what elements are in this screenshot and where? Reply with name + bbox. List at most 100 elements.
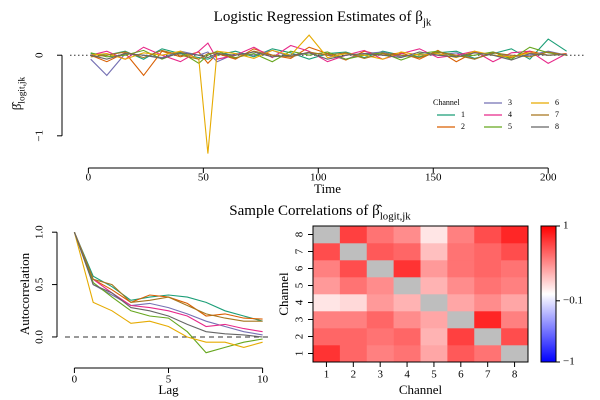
section-heading-subscript: logit,jk — [380, 211, 411, 223]
heatmap-cell — [393, 345, 421, 363]
heatmap-cell — [474, 277, 502, 295]
heatmap-cell — [313, 260, 341, 278]
heatmap-cell — [366, 311, 394, 329]
legend-label: 7 — [555, 110, 559, 119]
y-axis-label: Channel — [276, 272, 291, 316]
chart-title-main: Logistic Regression Estimates of β — [214, 9, 423, 25]
heatmap-cell — [366, 345, 394, 363]
na-cell — [339, 243, 368, 261]
colorbar-tick-label: 1 — [563, 220, 569, 232]
colorbar-tick-label: −1 — [563, 356, 575, 368]
chart-title-subscript: jk — [422, 17, 432, 29]
heatmap-cell — [393, 294, 421, 312]
y-axis-label-main: Autocorrelation — [17, 252, 32, 335]
heatmap-cell — [501, 311, 529, 329]
heatmap-cell — [501, 260, 529, 278]
x-tick-label: 0 — [72, 374, 78, 386]
x-tick-label: 5 — [166, 374, 172, 386]
y-tick-label: 4 — [294, 299, 306, 305]
heatmap-cell — [420, 226, 448, 244]
heatmap-cell — [366, 277, 394, 295]
na-cell — [447, 311, 475, 329]
heatmap-cell — [501, 277, 529, 295]
heatmap-cell — [393, 311, 421, 329]
y-tick-label: 0 — [34, 52, 46, 58]
y-tick-label: 5 — [294, 282, 306, 288]
heatmap-cell — [474, 260, 502, 278]
y-tick-label: 1 — [294, 351, 306, 357]
heatmap-cell — [339, 226, 368, 244]
series-line — [73, 231, 263, 333]
heatmap-cell — [313, 328, 341, 346]
heatmap-cell — [447, 345, 475, 363]
heatmap-cell — [339, 328, 368, 346]
legend-label: 5 — [508, 122, 512, 131]
x-tick-label: 7 — [485, 369, 491, 381]
y-tick-label: 6 — [294, 265, 306, 271]
heatmap-cell — [366, 328, 394, 346]
na-cell — [366, 260, 394, 278]
heatmap-cell — [393, 226, 421, 244]
heatmap-cell — [313, 277, 341, 295]
heatmap-cell — [339, 294, 368, 312]
heatmap-cell — [447, 243, 475, 261]
heatmap-cell — [313, 345, 341, 363]
legend-label: 2 — [461, 122, 465, 131]
heatmap-cell — [339, 345, 368, 363]
x-axis-label: Lag — [158, 382, 179, 397]
na-cell — [313, 226, 341, 244]
heatmap-cell — [447, 328, 475, 346]
heatmap-cell — [313, 294, 341, 312]
heatmap-cell — [447, 294, 475, 312]
heatmap-cell — [420, 260, 448, 278]
legend-label: 1 — [461, 110, 465, 119]
heatmap-cell — [420, 311, 448, 329]
y-tick-label: 0.0 — [34, 330, 46, 344]
heatmap-cell — [339, 277, 368, 295]
legend-label: 3 — [508, 98, 512, 107]
heatmap-cell — [366, 226, 394, 244]
y-axis-label: β̂logit,jk — [9, 76, 28, 110]
colorbar-tick-label: −0.1 — [563, 294, 583, 306]
legend-label: 4 — [508, 110, 512, 119]
x-tick-label: 3 — [377, 369, 383, 381]
heatmap-cell — [420, 345, 448, 363]
x-tick-label: 100 — [310, 172, 327, 184]
heatmap-cell — [313, 243, 341, 261]
y-tick-label: 1.0 — [34, 225, 46, 239]
heatmap-cell — [366, 294, 394, 312]
heatmap-cell — [501, 243, 529, 261]
legend-title: Channel — [433, 98, 460, 107]
heatmap-cell — [393, 328, 421, 346]
heatmap-cell — [366, 243, 394, 261]
y-tick-label: 7 — [294, 248, 306, 254]
heatmap-cell — [393, 260, 421, 278]
x-tick-label: 1 — [324, 369, 330, 381]
legend-label: 6 — [555, 98, 559, 107]
heatmap-cell — [447, 260, 475, 278]
x-tick-label: 5 — [431, 369, 437, 381]
colorbar — [540, 225, 557, 363]
y-axis-label: Autocorrelation — [17, 252, 32, 335]
heatmap-cell — [447, 277, 475, 295]
x-tick-label: 6 — [458, 369, 464, 381]
heatmap-cell — [501, 328, 529, 346]
series-line — [73, 231, 263, 322]
heatmap-cell — [474, 226, 502, 244]
y-tick-label: 2 — [294, 334, 306, 340]
heatmap-cell — [420, 243, 448, 261]
series-line — [73, 232, 263, 354]
x-tick-label: 2 — [351, 369, 357, 381]
x-tick-label: 200 — [540, 172, 557, 184]
series-line — [73, 232, 263, 338]
x-tick-label: 150 — [425, 172, 442, 184]
heatmap-cell — [501, 226, 529, 244]
na-cell — [393, 277, 421, 295]
series-line — [90, 49, 567, 60]
heatmap-cell — [339, 260, 368, 278]
x-tick-label: 0 — [86, 172, 92, 184]
chart-title: Logistic Regression Estimates of βjk — [214, 9, 432, 28]
heatmap-cell — [501, 294, 529, 312]
heatmap-frame — [312, 225, 529, 363]
